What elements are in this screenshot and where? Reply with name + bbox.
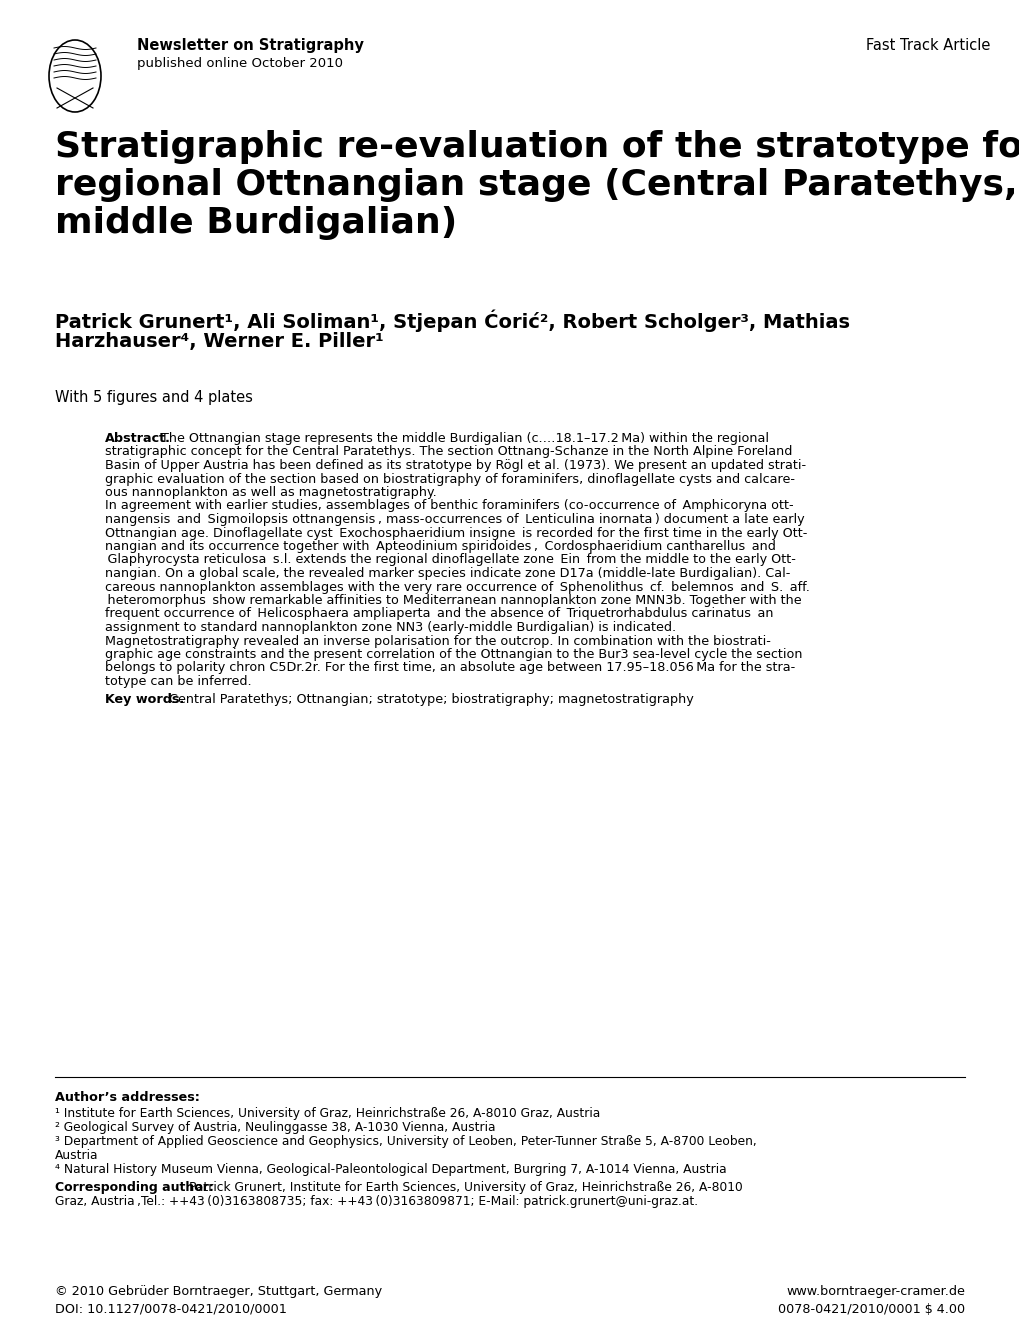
Text: www.borntraeger-cramer.de: www.borntraeger-cramer.de [786, 1286, 964, 1298]
Text: stratigraphic concept for the Central Paratethys. The section Ottnang-Schanze in: stratigraphic concept for the Central Pa… [105, 446, 792, 458]
Text: ³ Department of Applied Geoscience and Geophysics, University of Leoben, Peter-T: ³ Department of Applied Geoscience and G… [55, 1135, 756, 1148]
Text: Harzhauser⁴, Werner E. Piller¹: Harzhauser⁴, Werner E. Piller¹ [55, 332, 383, 351]
Text: DOI: 10.1127/0078-0421/2010/0001: DOI: 10.1127/0078-0421/2010/0001 [55, 1303, 286, 1316]
Text: Graz, Austria ,Tel.: ++43 (0)3163808735; fax: ++43 (0)3163809871; E-Mail: patric: Graz, Austria ,Tel.: ++43 (0)3163808735;… [55, 1195, 697, 1208]
Text: middle Burdigalian): middle Burdigalian) [55, 206, 457, 240]
Text: The Ottnangian stage represents the middle Burdigalian (c.…18.1–17.2 Ma) within : The Ottnangian stage represents the midd… [161, 433, 768, 445]
Text: graphic evaluation of the section based on biostratigraphy of foraminifers, dino: graphic evaluation of the section based … [105, 473, 794, 486]
Text: Basin of Upper Austria has been defined as its stratotype by Rögl et al. (1973).: Basin of Upper Austria has been defined … [105, 459, 805, 473]
Text: nangian and its occurrence together with  Apteodinium spiridoides ,  Cordosphaer: nangian and its occurrence together with… [105, 539, 775, 553]
Text: Key words.: Key words. [105, 693, 184, 706]
Text: Ottnangian age. Dinoflagellate cyst  Exochosphaeridium insigne  is recorded for : Ottnangian age. Dinoflagellate cyst Exoc… [105, 526, 807, 539]
Text: Newsletter on Stratigraphy: Newsletter on Stratigraphy [137, 37, 364, 53]
Text: belongs to polarity chron C5Dr.2r. For the first time, an absolute age between 1: belongs to polarity chron C5Dr.2r. For t… [105, 662, 795, 674]
Text: Central Paratethys; Ottnangian; stratotype; biostratigraphy; magnetostratigraphy: Central Paratethys; Ottnangian; stratoty… [161, 693, 693, 706]
Text: Abstract.: Abstract. [105, 433, 171, 445]
Text: careous nannoplankton assemblages with the very rare occurrence of  Sphenolithus: careous nannoplankton assemblages with t… [105, 581, 809, 594]
Text: Austria: Austria [55, 1149, 99, 1161]
Text: Glaphyrocysta reticulosa  s.l. extends the regional dinoflagellate zone  Ein  fr: Glaphyrocysta reticulosa s.l. extends th… [105, 554, 795, 566]
Text: Patrick Grunert, Institute for Earth Sciences, University of Graz, Heinrichstraß: Patrick Grunert, Institute for Earth Sci… [189, 1181, 742, 1193]
Text: assignment to standard nannoplankton zone NN3 (early-middle Burdigalian) is indi: assignment to standard nannoplankton zon… [105, 621, 676, 634]
Text: Corresponding author:: Corresponding author: [55, 1181, 214, 1193]
Text: With 5 figures and 4 plates: With 5 figures and 4 plates [55, 390, 253, 405]
Text: ¹ Institute for Earth Sciences, University of Graz, Heinrichstraße 26, A-8010 Gr: ¹ Institute for Earth Sciences, Universi… [55, 1107, 599, 1120]
Text: heteromorphus  show remarkable affinities to Mediterranean nannoplankton zone MN: heteromorphus show remarkable affinities… [105, 594, 801, 607]
Text: nangensis  and  Sigmoilopsis ottnangensis , mass-occurrences of  Lenticulina ino: nangensis and Sigmoilopsis ottnangensis … [105, 513, 804, 526]
Text: graphic age constraints and the present correlation of the Ottnangian to the Bur: graphic age constraints and the present … [105, 647, 802, 661]
Text: In agreement with earlier studies, assemblages of benthic foraminifers (co-occur: In agreement with earlier studies, assem… [105, 499, 793, 513]
Text: ⁴ Natural History Museum Vienna, Geological-Paleontological Department, Burgring: ⁴ Natural History Museum Vienna, Geologi… [55, 1163, 726, 1176]
Text: regional Ottnangian stage (Central Paratethys,: regional Ottnangian stage (Central Parat… [55, 168, 1017, 202]
Text: totype can be inferred.: totype can be inferred. [105, 676, 252, 688]
Text: nangian. On a global scale, the revealed marker species indicate zone D17a (midd: nangian. On a global scale, the revealed… [105, 567, 790, 579]
Text: 0078-0421/2010/0001 $ 4.00: 0078-0421/2010/0001 $ 4.00 [777, 1303, 964, 1316]
Text: frequent occurrence of  Helicosphaera ampliaperta  and the absence of  Triquetro: frequent occurrence of Helicosphaera amp… [105, 607, 772, 621]
Text: Patrick Grunert¹, Ali Soliman¹, Stjepan Ćorić², Robert Scholger³, Mathias: Patrick Grunert¹, Ali Soliman¹, Stjepan … [55, 310, 849, 332]
Text: published online October 2010: published online October 2010 [137, 57, 342, 69]
Text: ous nannoplankton as well as magnetostratigraphy.: ous nannoplankton as well as magnetostra… [105, 486, 436, 499]
Text: Stratigraphic re-evaluation of the stratotype for the: Stratigraphic re-evaluation of the strat… [55, 129, 1019, 164]
Text: © 2010 Gebrüder Borntraeger, Stuttgart, Germany: © 2010 Gebrüder Borntraeger, Stuttgart, … [55, 1286, 382, 1298]
Text: Author’s addresses:: Author’s addresses: [55, 1091, 200, 1104]
Text: Fast Track Article: Fast Track Article [865, 37, 989, 53]
Text: ² Geological Survey of Austria, Neulinggasse 38, A-1030 Vienna, Austria: ² Geological Survey of Austria, Neulingg… [55, 1121, 495, 1133]
Text: Magnetostratigraphy revealed an inverse polarisation for the outcrop. In combina: Magnetostratigraphy revealed an inverse … [105, 634, 770, 647]
